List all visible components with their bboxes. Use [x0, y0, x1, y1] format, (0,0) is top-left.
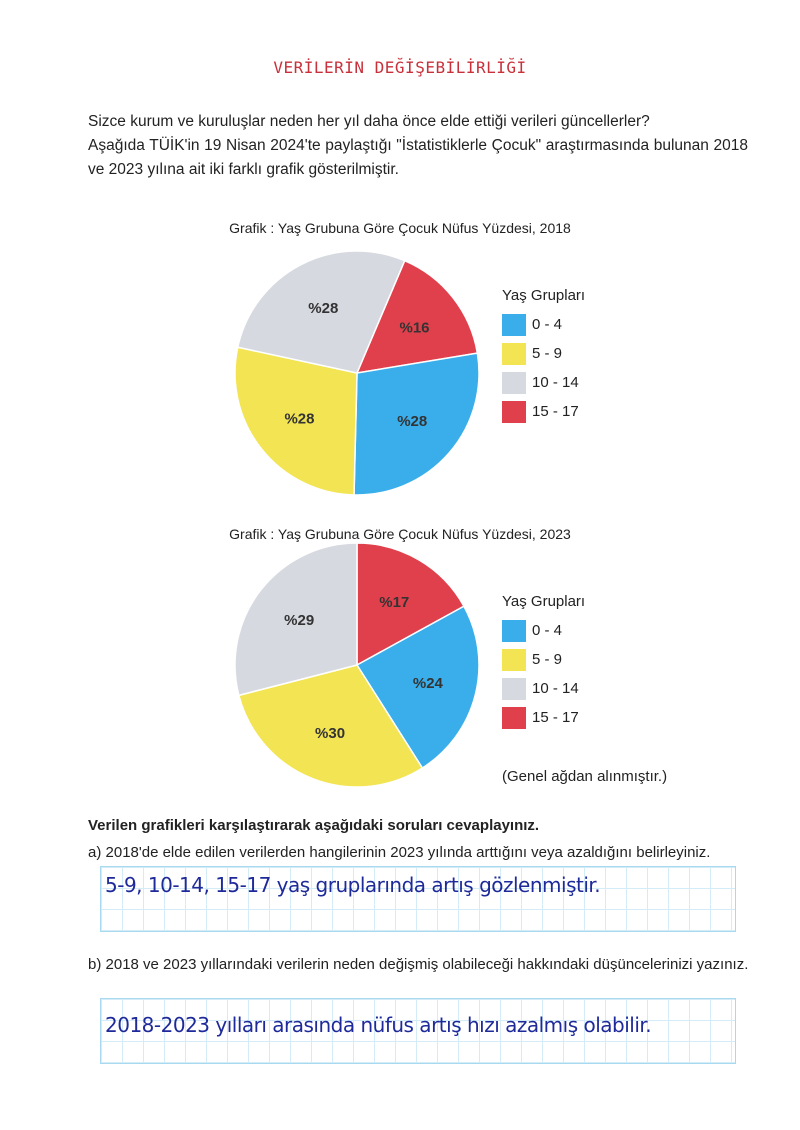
pie-slice-0-4	[353, 352, 480, 496]
legend-item: 15 - 17	[502, 703, 585, 732]
pie-data-label: %28	[397, 413, 427, 430]
pie-slice-10-14	[234, 542, 358, 697]
pie-slice-5-9	[234, 346, 358, 496]
legend-2023: Yaş Grupları 0 - 4 5 - 9 10 - 14 15 - 17	[502, 593, 585, 732]
legend-swatch	[502, 400, 526, 423]
page-title: VERİLERİN DEĞİŞEBİLİRLİĞİ	[273, 58, 527, 77]
legend-label: 5 - 9	[532, 651, 563, 668]
legend-swatch	[502, 313, 526, 336]
chart-title-2023: Grafik : Yaş Grubuna Göre Çocuk Nüfus Yü…	[229, 526, 571, 542]
legend-swatch	[502, 648, 526, 671]
answer-a: 5-9, 10-14, 15-17 yaş gruplarında artış …	[105, 873, 601, 897]
legend-label: 10 - 14	[532, 374, 579, 391]
legend-item: 0 - 4	[502, 616, 585, 645]
question-a: a) 2018'de elde edilen verilerden hangil…	[88, 844, 711, 861]
source-note: (Genel ağdan alınmıştır.)	[502, 768, 668, 785]
pie-slice-5-9	[237, 664, 424, 788]
pie-data-label: %16	[400, 320, 430, 337]
pie-slice-15-17	[356, 542, 465, 667]
legend-label: 5 - 9	[532, 345, 563, 362]
legend-swatch	[502, 619, 526, 642]
pie-data-label: %30	[315, 725, 345, 742]
pie-chart-2023: %17 %24 %30 %29	[234, 542, 480, 788]
pie-chart-2018: %16 %28 %28 %28	[234, 250, 480, 496]
pie-slice-10-14	[236, 250, 406, 374]
answer-box-b[interactable]: 2018-2023 yılları arasında nüfus artış h…	[100, 998, 736, 1064]
intro-question: Sizce kurum ve kuruluşlar neden her yıl …	[88, 113, 650, 130]
legend-item: 10 - 14	[502, 368, 585, 397]
legend-label: 0 - 4	[532, 316, 563, 333]
pie-data-label: %28	[308, 300, 338, 317]
intro-text: Aşağıda TÜİK'in 19 Nisan 2024'te paylaşt…	[88, 137, 748, 178]
legend-item: 5 - 9	[502, 339, 585, 368]
legend-item: 10 - 14	[502, 674, 585, 703]
legend-label: 15 - 17	[532, 403, 579, 420]
legend-item: 15 - 17	[502, 397, 585, 426]
legend-label: 15 - 17	[532, 709, 579, 726]
legend-swatch	[502, 706, 526, 729]
pie-slice-0-4	[355, 605, 480, 770]
question-b: b) 2018 ve 2023 yıllarındaki verilerin n…	[88, 956, 749, 973]
chart-title-2018: Grafik : Yaş Grubuna Göre Çocuk Nüfus Yü…	[229, 220, 571, 236]
answer-b: 2018-2023 yılları arasında nüfus artış h…	[105, 1013, 652, 1037]
pie-slice-15-17	[355, 259, 479, 374]
pie-data-label: %28	[284, 410, 314, 427]
legend-2018: Yaş Grupları 0 - 4 5 - 9 10 - 14 15 - 17	[502, 287, 585, 426]
legend-title: Yaş Grupları	[502, 287, 586, 304]
pie-data-label: %17	[379, 594, 409, 611]
legend-swatch	[502, 371, 526, 394]
legend-item: 0 - 4	[502, 310, 585, 339]
legend-swatch	[502, 677, 526, 700]
legend-swatch	[502, 342, 526, 365]
legend-item: 5 - 9	[502, 645, 585, 674]
pie-data-label: %29	[284, 612, 314, 629]
answer-box-a[interactable]: 5-9, 10-14, 15-17 yaş gruplarında artış …	[100, 866, 736, 932]
pie-data-label: %24	[413, 675, 444, 692]
legend-label: 0 - 4	[532, 622, 563, 639]
questions-heading: Verilen grafikleri karşılaştırarak aşağı…	[88, 817, 540, 834]
legend-label: 10 - 14	[532, 680, 579, 697]
legend-title: Yaş Grupları	[502, 593, 586, 610]
